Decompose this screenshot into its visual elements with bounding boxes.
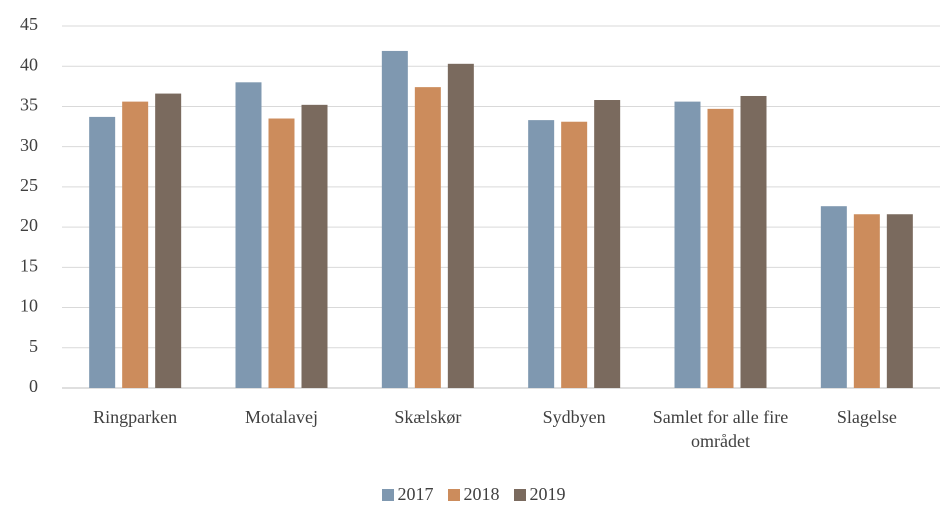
bar — [301, 104, 328, 388]
bar — [268, 118, 295, 388]
y-tick-label: 0 — [29, 376, 38, 396]
legend-swatch — [447, 488, 460, 501]
legend-label: 2018 — [463, 484, 500, 504]
y-tick-label: 40 — [20, 54, 38, 74]
y-tick-label: 10 — [20, 296, 38, 316]
x-tick-label: Ringparken — [93, 407, 178, 427]
y-tick-label: 30 — [20, 135, 38, 155]
bar — [528, 120, 555, 389]
bar — [820, 206, 847, 388]
bar — [381, 50, 408, 389]
legend: 2017 2018 2019 — [0, 484, 947, 505]
legend-item: 2018 — [447, 484, 500, 505]
y-tick-label: 5 — [29, 336, 38, 356]
bar — [235, 82, 262, 389]
bar — [561, 121, 588, 389]
y-tick-label: 35 — [20, 95, 38, 115]
bar — [155, 93, 182, 388]
legend-item: 2019 — [513, 484, 566, 505]
y-tick-label: 25 — [20, 175, 38, 195]
bar — [122, 101, 149, 389]
x-tick-label: Motalavej — [245, 407, 318, 427]
legend-swatch — [381, 488, 394, 501]
bar — [707, 108, 734, 388]
bar — [414, 87, 441, 388]
legend-label: 2019 — [529, 484, 566, 504]
bar — [853, 214, 880, 388]
legend-label: 2017 — [397, 484, 434, 504]
x-tick-label: Sydbyen — [542, 407, 606, 427]
bar — [89, 116, 116, 388]
y-tick-label: 20 — [20, 215, 38, 235]
x-tick-label: Samlet for alle fire området — [652, 407, 789, 451]
x-tick-label: Slagelse — [836, 407, 897, 427]
legend-swatch — [513, 488, 526, 501]
bar — [740, 95, 767, 388]
bar — [594, 100, 621, 389]
y-tick-label: 15 — [20, 255, 38, 275]
x-tick-label: Skælskør — [394, 407, 462, 427]
y-tick-label: 45 — [20, 14, 38, 34]
legend-item: 2017 — [381, 484, 434, 505]
bar — [886, 214, 913, 388]
bar — [674, 101, 701, 389]
bar — [447, 63, 474, 388]
